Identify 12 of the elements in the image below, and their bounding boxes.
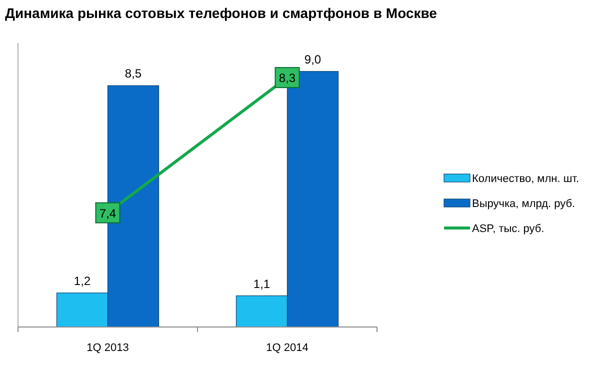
data-label: 8,5 — [124, 66, 142, 81]
data-label: 7,4 — [99, 206, 116, 220]
data-label: 1,2 — [74, 274, 91, 288]
x-tick-label: 1Q 2014 — [266, 342, 308, 354]
legend-label: ASP, тыс. руб. — [472, 223, 544, 235]
data-label: 8,3 — [278, 71, 296, 86]
chart-title: Динамика рынка сотовых телефонов и смартфонов в Москве — [5, 5, 438, 21]
data-label: 1,1 — [253, 276, 270, 291]
legend-label: Количество, млн. шт. — [472, 173, 580, 185]
legend-label: Выручка, млрд. руб. — [472, 198, 576, 210]
data-label: 9,0 — [304, 52, 322, 66]
x-tick-label: 1Q 2013 — [86, 342, 129, 354]
